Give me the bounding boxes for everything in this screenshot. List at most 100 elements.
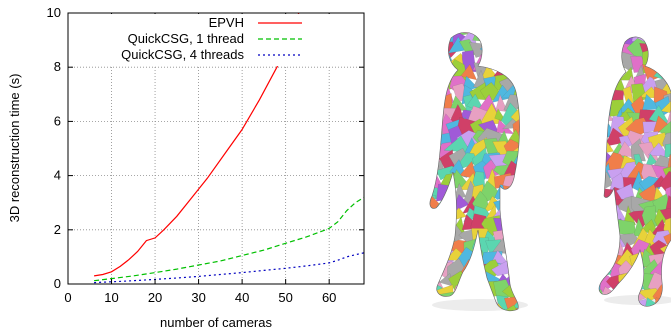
y-tick-label: 6 (54, 113, 61, 128)
mesh-patch (517, 304, 520, 311)
mesh-patch (429, 160, 435, 181)
mesh-patch (429, 32, 445, 37)
mesh-patch (501, 32, 520, 40)
mesh-patch (514, 283, 520, 298)
x-tick-label: 10 (104, 290, 118, 305)
x-tick-label: 40 (235, 290, 249, 305)
mesh-patch (493, 36, 513, 59)
mesh-patch (664, 54, 671, 71)
series-line-2 (94, 196, 364, 282)
mesh-patch (599, 295, 607, 307)
y-axis-label: 3D reconstruction time (s) (7, 74, 22, 223)
series-line-3 (94, 252, 364, 284)
mesh-patch (433, 206, 455, 220)
mesh-patch (429, 75, 446, 97)
mesh-patch (429, 215, 433, 241)
mesh-patch (605, 64, 622, 84)
mesh-patch (599, 205, 603, 226)
mesh-patch (502, 47, 520, 65)
x-tick-label: 20 (148, 290, 162, 305)
mesh-patch (482, 32, 500, 46)
mesh-patch (429, 32, 434, 38)
mesh-patch (599, 43, 609, 60)
mesh-patch (514, 169, 520, 196)
mesh-patch (495, 94, 508, 112)
mesh-patch (663, 263, 671, 283)
y-tick-label: 0 (54, 276, 61, 291)
mesh-patch (512, 113, 520, 137)
mesh-patch (429, 258, 435, 284)
mesh-patch (429, 150, 438, 174)
mesh-patch (599, 217, 615, 236)
walking-person-mesh-left (429, 32, 520, 311)
mesh-patch (429, 238, 446, 254)
mesh-patch (511, 145, 520, 167)
mesh-patch (599, 108, 607, 129)
mesh-patch (434, 218, 456, 236)
mesh-patch (599, 99, 603, 116)
mesh-patch (478, 32, 503, 34)
mesh-patch (429, 214, 443, 238)
mesh-patch (513, 32, 520, 35)
mesh-patch (512, 51, 520, 74)
mesh-patch (489, 32, 509, 37)
mesh-patch (460, 274, 481, 290)
mesh-patch (505, 207, 520, 224)
mesh-patch (599, 289, 605, 307)
mesh-patch (652, 42, 671, 61)
mesh-patch (599, 151, 603, 169)
mesh-patch (638, 36, 659, 40)
mesh-patch (429, 32, 433, 49)
mesh-patch (599, 242, 604, 256)
plot-frame (67, 12, 365, 285)
mesh-patch (599, 259, 604, 282)
mesh-patch (516, 258, 520, 282)
x-axis-label: number of cameras (160, 315, 272, 330)
mesh-patch (512, 207, 520, 223)
mesh-patch (599, 66, 616, 82)
mesh-patch (479, 40, 499, 59)
mesh-patch (599, 72, 609, 88)
mesh-patch (429, 40, 447, 59)
mesh-patch (665, 43, 671, 60)
mesh-patch (436, 183, 453, 202)
mesh-patch (429, 120, 435, 137)
mesh-patch (429, 140, 432, 157)
mesh-patch (505, 195, 519, 213)
mesh-patch (506, 61, 520, 79)
mesh-patch (608, 20, 625, 34)
mesh-patch (431, 85, 445, 103)
mesh-patch (510, 106, 520, 127)
mesh-patch (599, 144, 608, 157)
mesh-patch (514, 184, 520, 206)
mesh-patch (514, 191, 520, 212)
mesh-patch (429, 207, 448, 222)
mesh-patch (429, 172, 434, 193)
mesh-patch (429, 74, 431, 95)
mesh-patch (599, 228, 620, 248)
mesh-patch (651, 50, 671, 71)
mesh-patch (660, 36, 671, 53)
mesh-patch (429, 32, 442, 46)
mesh-patch (599, 209, 614, 222)
mesh-patch (661, 271, 671, 290)
mesh-patch (429, 51, 439, 70)
x-tick-label: 30 (191, 290, 205, 305)
mesh-patch (429, 208, 435, 228)
mesh-patch (429, 97, 437, 117)
mesh-patch (599, 247, 604, 274)
legend-label: EPVH (209, 15, 244, 30)
mesh-patch (517, 238, 520, 255)
series-layer (94, 13, 364, 284)
mesh-patch (514, 252, 520, 273)
chart: 0 10 20 30 40 50 60 0 2 4 6 8 10 number of cameras 3… (7, 5, 365, 330)
mesh-patch (429, 110, 438, 130)
mesh-patch (599, 36, 605, 49)
mesh-patch (429, 229, 432, 249)
mesh-patch (514, 159, 520, 185)
mesh-patch (599, 52, 603, 74)
mesh-patch (517, 96, 520, 113)
mesh-patch (599, 196, 613, 216)
